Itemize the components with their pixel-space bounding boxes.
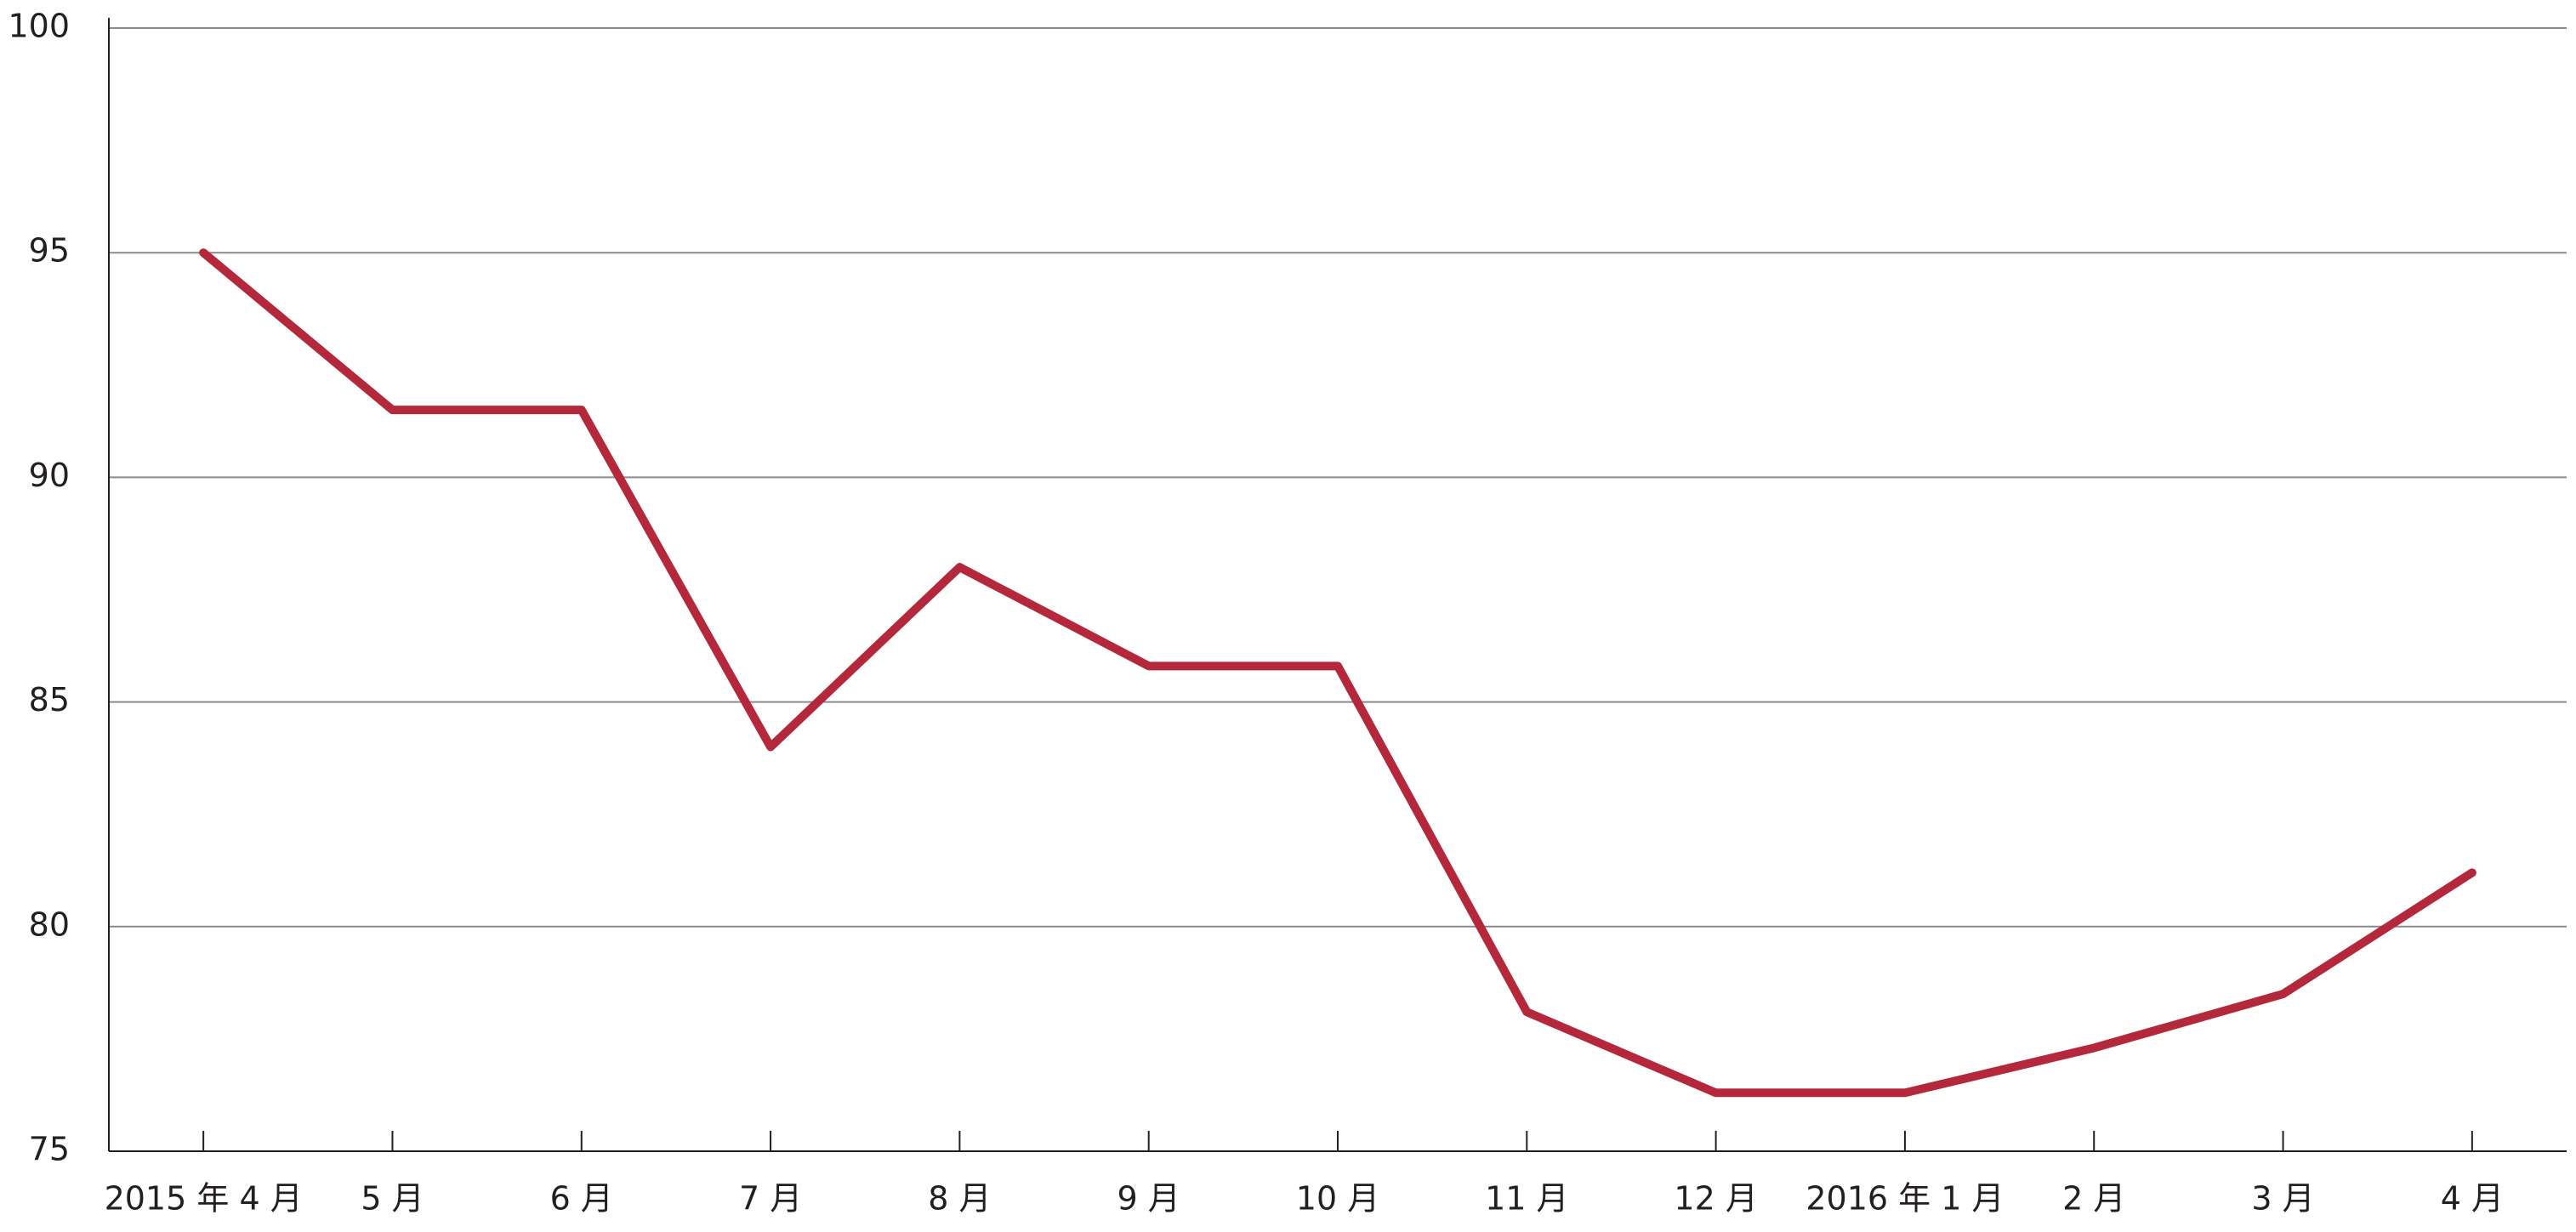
y-tick-label: 100 <box>8 8 70 45</box>
x-tick-label: 3 月 <box>2251 1180 2314 1218</box>
x-tick-label: 5 月 <box>361 1180 424 1218</box>
y-tick-label: 95 <box>29 232 70 270</box>
x-tick-label: 10 月 <box>1296 1180 1379 1218</box>
x-tick-label: 12 月 <box>1674 1180 1757 1218</box>
x-tick-label: 9 月 <box>1117 1180 1180 1218</box>
x-tick-label: 2015 年 4 月 <box>105 1180 303 1218</box>
y-tick-label: 90 <box>29 457 70 494</box>
y-tick-label: 80 <box>29 906 70 943</box>
x-tick-label: 4 月 <box>2441 1180 2504 1218</box>
y-tick-label: 85 <box>29 681 70 718</box>
data-line <box>199 248 2476 1098</box>
x-tick-label: 11 月 <box>1485 1180 1568 1218</box>
x-tick-label: 7 月 <box>739 1180 802 1218</box>
y-tick-label: 75 <box>29 1131 70 1168</box>
x-tick-label: 8 月 <box>928 1180 991 1218</box>
x-tick-label: 6 月 <box>550 1180 613 1218</box>
x-tick-label: 2 月 <box>2062 1180 2125 1218</box>
x-tick-label: 2016 年 1 月 <box>1805 1180 2004 1218</box>
